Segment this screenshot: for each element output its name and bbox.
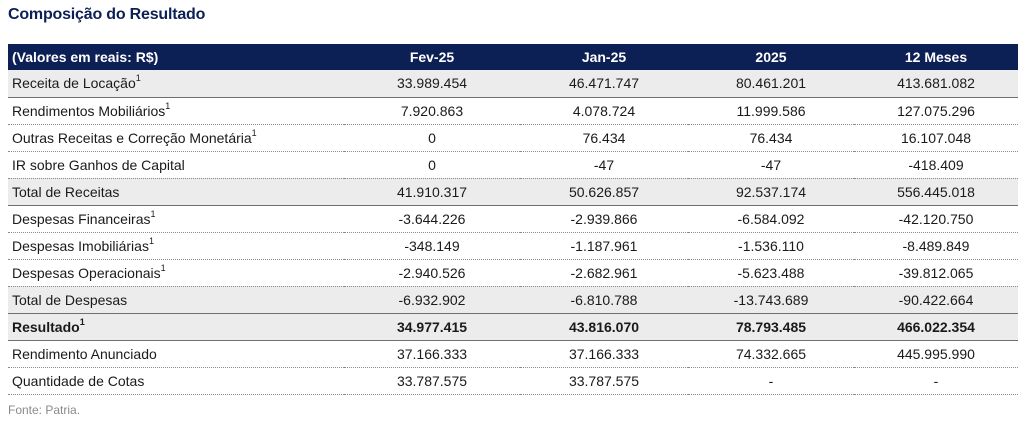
cell: -8.489.849: [902, 237, 970, 254]
cell: 37.166.333: [568, 345, 640, 362]
cell: 0: [428, 129, 436, 146]
cell: 80.461.201: [688, 70, 854, 98]
header-12-meses: 12 Meses: [904, 49, 968, 65]
table-row: Quantidade de Cotas 33.787.575 33.787.57…: [8, 367, 1018, 394]
cell: -6.584.092: [737, 210, 805, 227]
table-row-subtotal: Total de Receitas 41.910.317 50.626.857 …: [8, 178, 1018, 206]
cell: 34.977.415: [344, 313, 520, 341]
table-row: Receita de Locação1 33.989.454 46.471.74…: [8, 70, 1018, 98]
cell: 7.920.863: [400, 102, 464, 119]
results-table: (Valores em reais: R$) Fev-25 Jan-25 202…: [8, 44, 1018, 395]
table-row: IR sobre Ganhos de Capital 0 -47 -47 -41…: [8, 151, 1018, 178]
header-2025: 2025: [755, 49, 787, 65]
row-label: Rendimento Anunciado: [12, 345, 157, 362]
cell: 556.445.018: [854, 178, 1018, 206]
cell: 46.471.747: [520, 70, 688, 98]
table-header-row: (Valores em reais: R$) Fev-25 Jan-25 202…: [8, 44, 1018, 70]
cell: -6.932.902: [344, 286, 520, 314]
cell: 50.626.857: [520, 178, 688, 206]
row-label: Rendimentos Mobiliários1: [12, 100, 171, 119]
cell: -5.623.488: [737, 264, 805, 281]
cell: 11.999.586: [736, 102, 806, 119]
cell: -13.743.689: [688, 286, 854, 314]
cell: -418.409: [908, 156, 964, 173]
row-label: Despesas Imobiliárias1: [12, 235, 154, 254]
cell: -2.940.526: [398, 264, 466, 281]
cell: 78.793.485: [688, 313, 854, 341]
table-row: Despesas Operacionais1 -2.940.526 -2.682…: [8, 259, 1018, 286]
cell: -348.149: [404, 237, 460, 254]
cell: 16.107.048: [900, 129, 972, 146]
cell: 33.989.454: [344, 70, 520, 98]
cell: -: [768, 372, 774, 389]
cell: -1.187.961: [570, 237, 638, 254]
header-units: (Valores em reais: R$): [12, 49, 159, 65]
cell: -2.682.961: [570, 264, 638, 281]
table-row: Despesas Imobiliárias1 -348.149 -1.187.9…: [8, 232, 1018, 259]
header-fev-25: Fev-25: [409, 49, 455, 65]
cell: 37.166.333: [396, 345, 468, 362]
row-label: Quantidade de Cotas: [12, 372, 145, 389]
table-row-subtotal: Total de Despesas -6.932.902 -6.810.788 …: [8, 286, 1018, 314]
cell: 43.816.070: [520, 313, 688, 341]
cell: 76.434: [749, 129, 793, 146]
cell: 41.910.317: [344, 178, 520, 206]
cell: 33.787.575: [396, 372, 468, 389]
cell: -90.422.664: [854, 286, 1018, 314]
cell: -42.120.750: [898, 210, 974, 227]
cell: 74.332.665: [735, 345, 807, 362]
table-row: Rendimento Anunciado 37.166.333 37.166.3…: [8, 340, 1018, 367]
cell: -47: [593, 156, 615, 173]
table-row: Outras Receitas e Correção Monetária1 0 …: [8, 124, 1018, 151]
cell: 4.078.724: [572, 102, 636, 119]
row-label: Despesas Operacionais1: [12, 262, 166, 281]
cell: -6.810.788: [520, 286, 688, 314]
cell: -39.812.065: [898, 264, 974, 281]
table-title: Composição do Resultado: [8, 6, 206, 23]
row-label: Total de Receitas: [8, 178, 344, 206]
cell: -47: [760, 156, 782, 173]
cell: -: [933, 372, 939, 389]
header-jan-25: Jan-25: [581, 49, 627, 65]
cell: 127.075.296: [897, 102, 975, 119]
cell: 76.434: [582, 129, 626, 146]
row-label: Receita de Locação1: [8, 70, 344, 98]
table-row-result: Resultado1 34.977.415 43.816.070 78.793.…: [8, 313, 1018, 341]
row-label: Despesas Financeiras1: [12, 208, 156, 227]
row-label: IR sobre Ganhos de Capital: [12, 156, 185, 173]
cell: -2.939.866: [570, 210, 638, 227]
row-label: Total de Despesas: [8, 286, 344, 314]
source-note: Fonte: Patria.: [8, 403, 81, 417]
cell: -1.536.110: [738, 237, 804, 254]
row-label: Resultado1: [8, 313, 344, 341]
table-row: Despesas Financeiras1 -3.644.226 -2.939.…: [8, 205, 1018, 232]
row-label: Outras Receitas e Correção Monetária1: [12, 127, 257, 146]
cell: 33.787.575: [568, 372, 640, 389]
cell: 445.995.990: [897, 345, 975, 362]
cell: -3.644.226: [398, 210, 466, 227]
cell: 413.681.082: [854, 70, 1018, 98]
cell: 92.537.174: [688, 178, 854, 206]
cell: 466.022.354: [854, 313, 1018, 341]
table-row: Rendimentos Mobiliários1 7.920.863 4.078…: [8, 97, 1018, 124]
cell: 0: [428, 156, 436, 173]
